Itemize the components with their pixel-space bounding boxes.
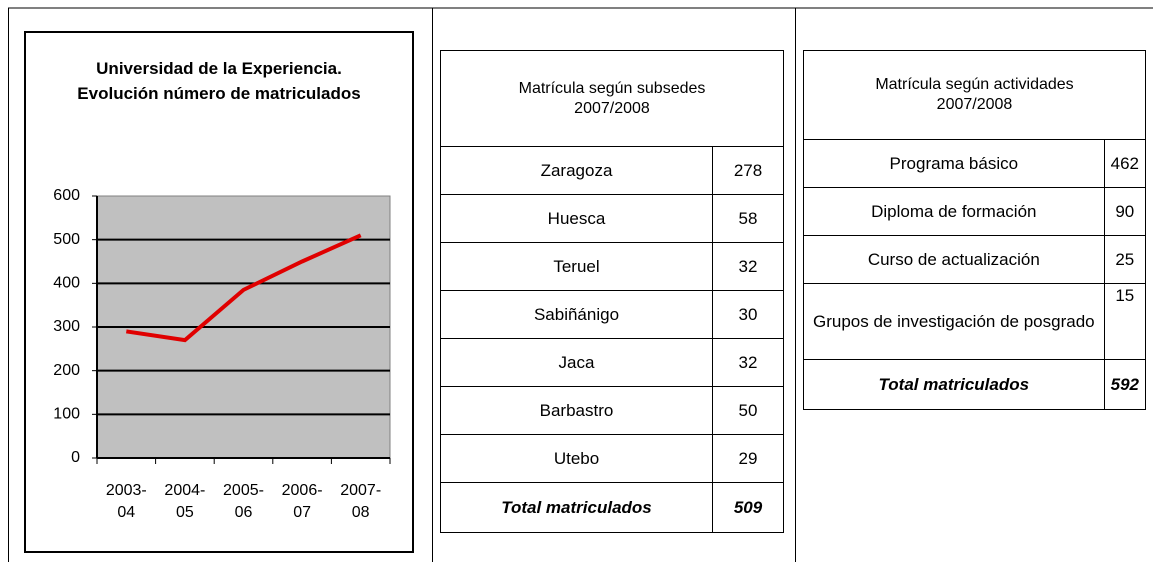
cell: Programa básico (803, 139, 1105, 188)
header-text: 2007/2008 (574, 99, 650, 117)
cell: 30 (712, 290, 784, 339)
cell: Matrícula según subsedes 2007/2008 (440, 50, 784, 147)
cell: Sabiñánigo (440, 290, 713, 339)
cell: 592 (1103, 359, 1147, 410)
table: Matrícula según actividades 2007/2008 Prog… (803, 50, 1147, 410)
y-tick-label: 200 (53, 362, 80, 379)
x-tick-label: 2003-04 (105, 482, 147, 521)
x-tick-label: 2005-06 (223, 482, 264, 521)
cell: Grupos de investigación de posgrado (803, 283, 1105, 360)
cell: Matrícula según actividades 2007/2008 (803, 50, 1146, 140)
line (126, 233, 362, 343)
x-tick-label: 2007-08 (340, 482, 382, 521)
cell: 25 (1103, 235, 1147, 284)
chart-title: Universidad de la Experiencia. Evolución… (77, 59, 361, 103)
cell: Diploma de formación (803, 187, 1105, 236)
cell: 278 (712, 146, 784, 195)
cell: Teruel (440, 242, 713, 291)
cell: 29 (712, 434, 784, 483)
cell: 462 (1103, 139, 1147, 188)
cell: Huesca (440, 194, 713, 243)
y-tick-label: 100 (53, 406, 80, 423)
y-tick-label: 300 (53, 318, 80, 335)
header-text: Matrícula según subsedes (518, 79, 706, 97)
x-tick-label: 2004-05 (164, 482, 206, 521)
cell: 15 (1103, 283, 1147, 360)
y-tick-label: 400 (53, 275, 80, 292)
header-text: 2007/2008 (936, 96, 1013, 113)
cell: Total matriculados (803, 359, 1105, 410)
cell: Zaragoza (440, 146, 713, 195)
cell: 32 (712, 242, 784, 291)
cell: 90 (1103, 187, 1147, 236)
cell: Barbastro (440, 386, 713, 435)
cell: 58 (712, 194, 784, 243)
cell: Total matriculados (440, 482, 713, 533)
cell: Utebo (440, 434, 713, 483)
cell: 50 (712, 386, 784, 435)
y-tick-label: 500 (53, 231, 80, 248)
y-tick-label: 600 (53, 187, 80, 204)
y-tick-label: 0 (71, 449, 80, 466)
cell: 509 (712, 482, 784, 533)
cell: Jaca (440, 338, 713, 387)
cell: 32 (712, 338, 784, 387)
table: Matrícula según subsedes 2007/2008 Zaragoz… (440, 50, 784, 533)
x-tick-label: 2006-07 (281, 482, 323, 521)
cell: Curso de actualización (803, 235, 1105, 284)
header-text: Matrícula según actividades (875, 76, 1074, 93)
